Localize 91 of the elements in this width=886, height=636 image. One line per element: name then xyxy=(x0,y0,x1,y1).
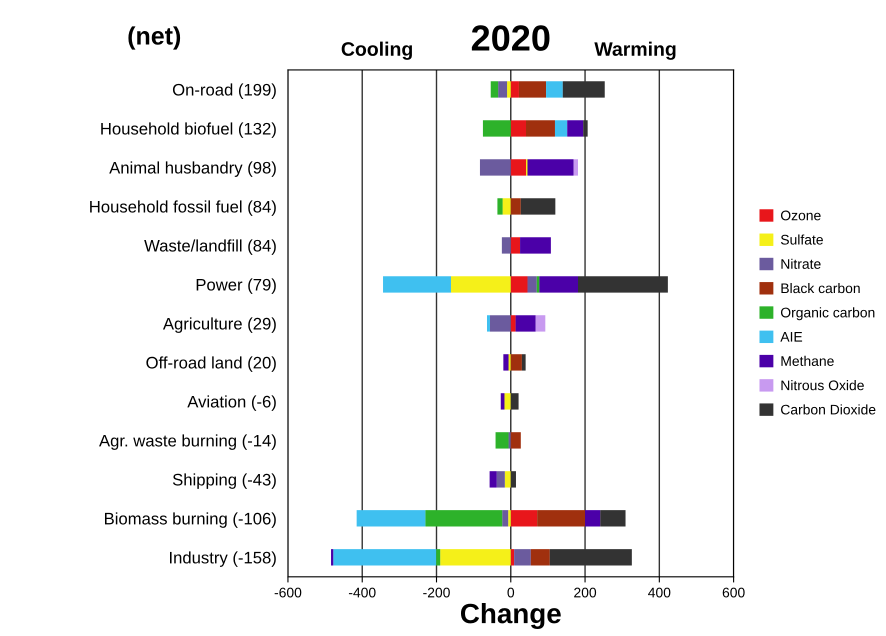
x-axis-title: Change xyxy=(460,602,561,630)
y-tick-label: Off-road land (20) xyxy=(146,356,276,372)
bar xyxy=(503,354,509,371)
bar xyxy=(450,276,511,293)
bar xyxy=(536,315,546,332)
bar xyxy=(527,276,537,293)
y-tick-label: Aviation (-6) xyxy=(187,395,276,411)
bar xyxy=(425,510,502,527)
bar xyxy=(518,81,546,98)
x-tick-label: 600 xyxy=(722,588,745,598)
legend-label: Organic carbon xyxy=(780,307,874,320)
bar xyxy=(514,549,531,566)
bar xyxy=(480,159,511,176)
bar xyxy=(510,198,521,215)
bar xyxy=(487,315,490,332)
bar xyxy=(510,276,528,293)
chart-title: 2020 xyxy=(472,25,550,51)
x-tick-label: 0 xyxy=(507,588,514,598)
bar xyxy=(510,120,526,137)
bar xyxy=(502,198,511,215)
bar xyxy=(496,471,505,488)
x-tick-label: 400 xyxy=(648,588,670,598)
bar xyxy=(490,315,511,332)
bar xyxy=(516,315,536,332)
text: Warming xyxy=(594,42,676,60)
y-tick-label: Power (79) xyxy=(196,278,276,294)
y-tick-label: Household biofuel (132) xyxy=(101,122,276,138)
bar xyxy=(504,471,511,488)
bar xyxy=(500,393,504,410)
bar xyxy=(530,549,550,566)
bar xyxy=(497,198,503,215)
y-tick-label: Agriculture (29) xyxy=(162,317,276,333)
bar xyxy=(510,354,522,371)
bar xyxy=(502,237,511,254)
legend-label: Black carbon xyxy=(781,282,860,294)
bar xyxy=(507,81,511,98)
y-tick-label: Industry (-158) xyxy=(170,551,276,567)
bar xyxy=(537,510,586,527)
bar xyxy=(508,510,511,527)
legend-label: Ozone xyxy=(780,210,821,220)
text: Cooling xyxy=(342,42,412,60)
y-tick-label: On-road (199) xyxy=(172,83,276,99)
bar xyxy=(510,510,538,527)
bar xyxy=(496,432,509,449)
bar xyxy=(554,120,568,137)
bar xyxy=(520,237,551,254)
x-tick-label: -200 xyxy=(423,588,450,598)
legend-label: Nitrate xyxy=(781,258,821,269)
bar xyxy=(526,120,555,137)
bar xyxy=(520,198,556,215)
y-tick-label: Animal husbandry (98) xyxy=(109,161,276,177)
bar xyxy=(440,549,511,566)
x-tick-label: -600 xyxy=(274,588,302,598)
bar xyxy=(502,510,508,527)
y-tick-label: Shipping (-43) xyxy=(172,473,276,489)
bar xyxy=(498,81,508,98)
bar xyxy=(490,81,498,98)
x-tick-label: 200 xyxy=(574,588,596,598)
bar xyxy=(536,276,540,293)
bar xyxy=(585,510,600,527)
bar xyxy=(600,510,626,527)
legend-label: Methane xyxy=(781,356,834,366)
bar xyxy=(527,159,574,176)
bar xyxy=(482,120,511,137)
bar xyxy=(436,549,440,566)
y-tick-label: Household fossil fuel (84) xyxy=(90,200,276,216)
x-tick-label: -400 xyxy=(348,588,376,598)
bar xyxy=(504,393,511,410)
bar xyxy=(510,81,519,98)
bar xyxy=(510,432,521,449)
legend-label: Nitrous Oxide xyxy=(781,380,864,390)
legend-label: Carbon Dioxide xyxy=(781,404,876,415)
y-tick-label: Biomass burning (-106) xyxy=(104,512,276,528)
bar xyxy=(383,276,451,293)
text: (net) xyxy=(128,26,180,50)
legend-label: Sulfate xyxy=(780,234,823,245)
y-tick-label: Agr. waste burning (-14) xyxy=(99,434,276,450)
bar xyxy=(539,276,578,293)
bar xyxy=(490,471,497,488)
bar xyxy=(333,549,436,566)
bar xyxy=(510,549,514,566)
bar xyxy=(510,159,526,176)
bar xyxy=(510,237,520,254)
bar xyxy=(567,120,584,137)
bar xyxy=(356,510,426,527)
bar xyxy=(574,159,578,176)
bar xyxy=(546,81,563,98)
y-tick-label: Waste/landfill (84) xyxy=(144,239,276,255)
bar xyxy=(522,354,526,371)
legend-label: AIE xyxy=(780,332,802,342)
bar xyxy=(510,315,516,332)
